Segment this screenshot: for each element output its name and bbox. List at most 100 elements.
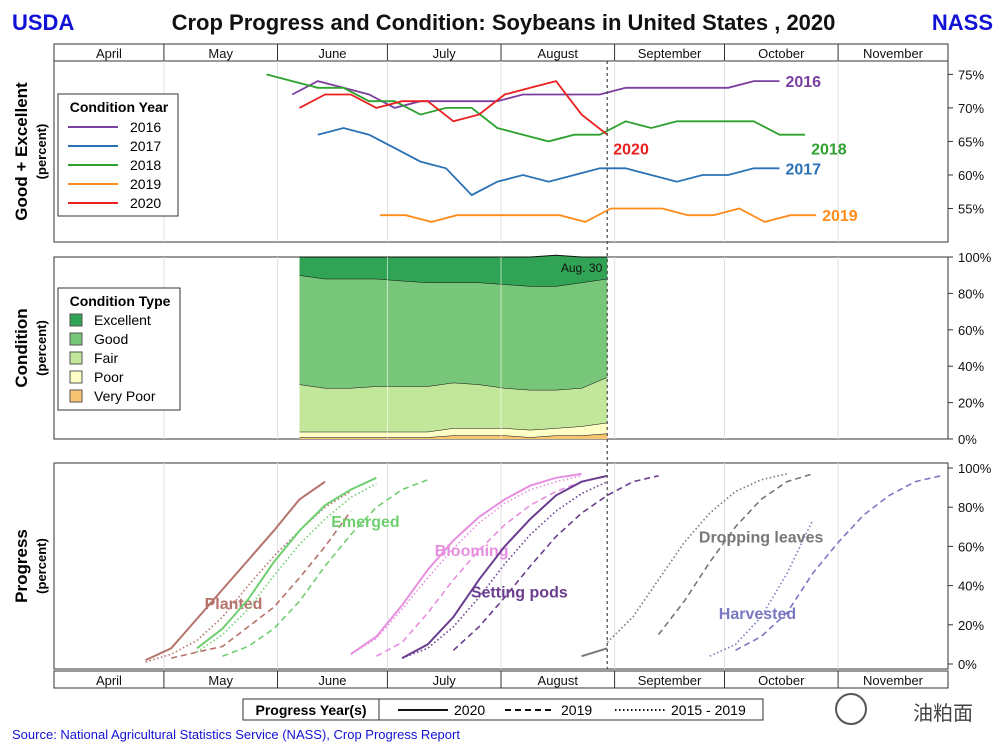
legend-label: Poor <box>94 369 124 385</box>
legend-swatch <box>69 389 83 403</box>
series-line-2019 <box>380 207 817 223</box>
progress-line-setting-pods <box>401 474 608 659</box>
month-label: July <box>433 673 457 688</box>
good-excellent-ylabel: Good + Excellent <box>12 82 31 221</box>
month-label: June <box>318 46 346 61</box>
series-end-label-2016: 2016 <box>785 74 821 91</box>
month-label: September <box>638 46 702 61</box>
legend-label: Very Poor <box>94 388 156 404</box>
stage-label: Dropping leaves <box>699 529 824 546</box>
area-fair <box>299 377 608 432</box>
y-tick-label: 0% <box>958 432 977 447</box>
stage-label: Planted <box>205 596 263 613</box>
wechat-icon <box>835 693 867 725</box>
y-tick-label: 80% <box>958 286 984 301</box>
stage-label: Setting pods <box>471 584 568 601</box>
legend-swatch <box>69 332 83 346</box>
area-excellent <box>299 255 608 287</box>
y-tick-label: 20% <box>958 618 984 633</box>
y-tick-label: 70% <box>958 101 984 116</box>
series-end-label-2019: 2019 <box>822 208 858 225</box>
area-boundary <box>299 254 608 258</box>
y-tick-label: 40% <box>958 359 984 374</box>
legend-title: Condition Type <box>70 293 171 309</box>
legend-label: 2016 <box>130 119 161 135</box>
y-tick-label: 60% <box>958 539 984 554</box>
condition-year-legend <box>57 93 179 217</box>
area-good <box>299 275 608 390</box>
progress-line-harvested <box>735 475 941 652</box>
source-note: Source: National Agricultural Statistics… <box>12 727 460 742</box>
progress-line-setting-pods <box>401 480 608 659</box>
series-line-2016 <box>291 80 780 109</box>
month-label: July <box>433 46 457 61</box>
y-tick-label: 60% <box>958 168 984 183</box>
month-label: November <box>863 673 924 688</box>
nass-logo-text: NASS <box>931 10 993 35</box>
y-tick-label: 65% <box>958 134 984 149</box>
condition-ylabel2: (percent) <box>34 320 49 376</box>
month-label: May <box>208 46 233 61</box>
usda-logo-text: USDA <box>12 10 75 35</box>
good-excellent-ylabel2: (percent) <box>34 124 49 180</box>
legend-label: Fair <box>94 350 118 366</box>
legend-label: Excellent <box>94 312 151 328</box>
legend-label: 2017 <box>130 138 161 154</box>
month-label: August <box>538 673 579 688</box>
progress-line-dropping-leaves <box>581 647 608 658</box>
y-tick-label: 100% <box>958 250 992 265</box>
month-label: September <box>638 673 702 688</box>
progress-line-setting-pods <box>452 475 659 651</box>
progress-line-dropping-leaves <box>657 473 813 636</box>
month-label: October <box>758 46 805 61</box>
condition-ylabel: Condition <box>12 308 31 387</box>
progress-ylabel2: (percent) <box>34 538 49 594</box>
progress-line-planted <box>145 490 352 663</box>
progress-year-legend <box>242 698 764 721</box>
legend-swatch <box>69 351 83 365</box>
y-tick-label: 100% <box>958 461 992 476</box>
legend-label: Good <box>94 331 128 347</box>
watermark-text: 油粕面 <box>913 703 973 725</box>
stage-label: Harvested <box>719 606 796 623</box>
month-label: April <box>96 673 122 688</box>
progress-line-blooming <box>376 475 608 657</box>
progress-line-planted <box>145 480 326 662</box>
series-end-label-2020: 2020 <box>613 142 649 159</box>
month-label: November <box>863 46 924 61</box>
legend-swatch <box>69 370 83 384</box>
legend-title: Condition Year <box>70 99 169 115</box>
y-tick-label: 0% <box>958 657 977 672</box>
y-tick-label: 55% <box>958 201 984 216</box>
page-title: Crop Progress and Condition: Soybeans in… <box>171 10 836 35</box>
month-label: April <box>96 46 122 61</box>
series-end-label-2017: 2017 <box>785 161 821 178</box>
progress-ylabel: Progress <box>12 529 31 603</box>
progress-line-emerged <box>196 482 377 653</box>
y-tick-label: 40% <box>958 579 984 594</box>
y-tick-label: 75% <box>958 67 984 82</box>
stage-label: Emerged <box>331 514 399 531</box>
series-line-2017 <box>317 127 780 197</box>
y-tick-label: 20% <box>958 396 984 411</box>
legend-swatch <box>69 313 83 327</box>
series-end-label-2018: 2018 <box>811 142 847 159</box>
month-label: May <box>208 673 233 688</box>
legend-title: Progress Year(s) <box>255 702 366 718</box>
legend-label: 2020 <box>454 702 485 718</box>
date-annotation: Aug. 30 <box>561 261 603 275</box>
legend-label: 2020 <box>130 195 161 211</box>
legend-label: 2015 - 2019 <box>671 702 746 718</box>
legend-label: 2018 <box>130 157 161 173</box>
month-label: October <box>758 673 805 688</box>
legend-label: 2019 <box>130 176 161 192</box>
legend-label: 2019 <box>561 702 592 718</box>
area-poor <box>299 422 608 438</box>
progress-line-emerged <box>196 476 377 650</box>
progress-line-planted <box>171 510 352 659</box>
series-line-2018 <box>266 73 806 143</box>
month-label: June <box>318 673 346 688</box>
stage-label: Blooming <box>435 543 509 560</box>
progress-line-blooming <box>350 472 582 656</box>
month-label: August <box>538 46 579 61</box>
